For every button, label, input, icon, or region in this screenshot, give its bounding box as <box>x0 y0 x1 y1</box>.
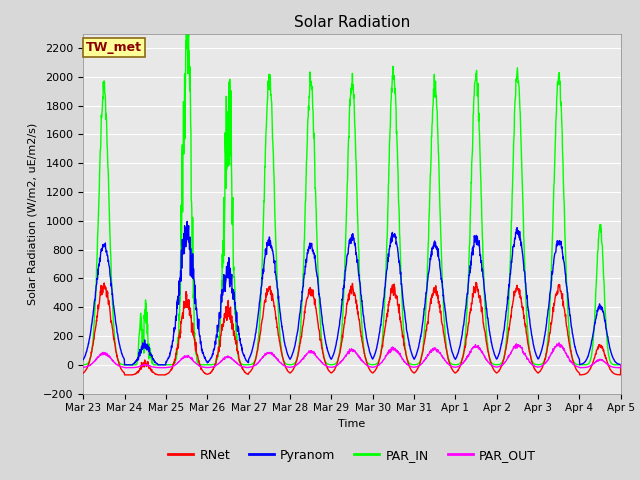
PAR_OUT <box>79 364 87 370</box>
X-axis label: Time: Time <box>339 419 365 429</box>
PAR_OUT <box>555 340 563 346</box>
Pyranom <box>617 362 625 368</box>
RNet <box>255 338 263 344</box>
RNet <box>240 368 248 373</box>
PAR_IN <box>184 2 191 8</box>
Pyranom <box>612 360 620 366</box>
RNet <box>121 372 129 378</box>
RNet <box>617 362 625 368</box>
PAR_IN <box>79 362 87 368</box>
Y-axis label: Solar Radiation (W/m2, uE/m2/s): Solar Radiation (W/m2, uE/m2/s) <box>28 122 37 305</box>
RNet <box>472 280 480 286</box>
RNet <box>360 351 368 357</box>
PAR_IN <box>255 324 263 329</box>
PAR_OUT <box>255 359 263 365</box>
RNet <box>539 364 547 370</box>
Pyranom <box>539 344 547 349</box>
Pyranom <box>121 362 129 368</box>
Pyranom <box>361 320 369 326</box>
Pyranom <box>79 357 87 362</box>
Line: Pyranom: Pyranom <box>83 221 621 365</box>
PAR_OUT <box>240 364 248 370</box>
PAR_IN <box>360 348 368 354</box>
PAR_IN <box>612 362 620 368</box>
PAR_OUT <box>617 362 625 368</box>
Pyranom <box>256 299 264 305</box>
Legend: RNet, Pyranom, PAR_IN, PAR_OUT: RNet, Pyranom, PAR_IN, PAR_OUT <box>163 444 541 467</box>
Line: PAR_IN: PAR_IN <box>83 5 621 365</box>
PAR_OUT <box>538 363 546 369</box>
Text: TW_met: TW_met <box>86 41 142 54</box>
PAR_IN <box>617 362 625 368</box>
PAR_OUT <box>121 365 129 371</box>
RNet <box>248 366 256 372</box>
RNet <box>79 370 87 376</box>
PAR_IN <box>248 361 256 367</box>
Line: PAR_OUT: PAR_OUT <box>83 343 621 368</box>
Pyranom <box>248 347 256 352</box>
PAR_IN <box>538 361 546 367</box>
Pyranom <box>184 218 191 224</box>
PAR_OUT <box>248 364 256 370</box>
PAR_OUT <box>612 365 620 371</box>
PAR_OUT <box>360 360 368 366</box>
Line: RNet: RNet <box>83 283 621 375</box>
Title: Solar Radiation: Solar Radiation <box>294 15 410 30</box>
PAR_IN <box>240 362 248 368</box>
RNet <box>612 372 620 377</box>
Pyranom <box>240 352 248 358</box>
